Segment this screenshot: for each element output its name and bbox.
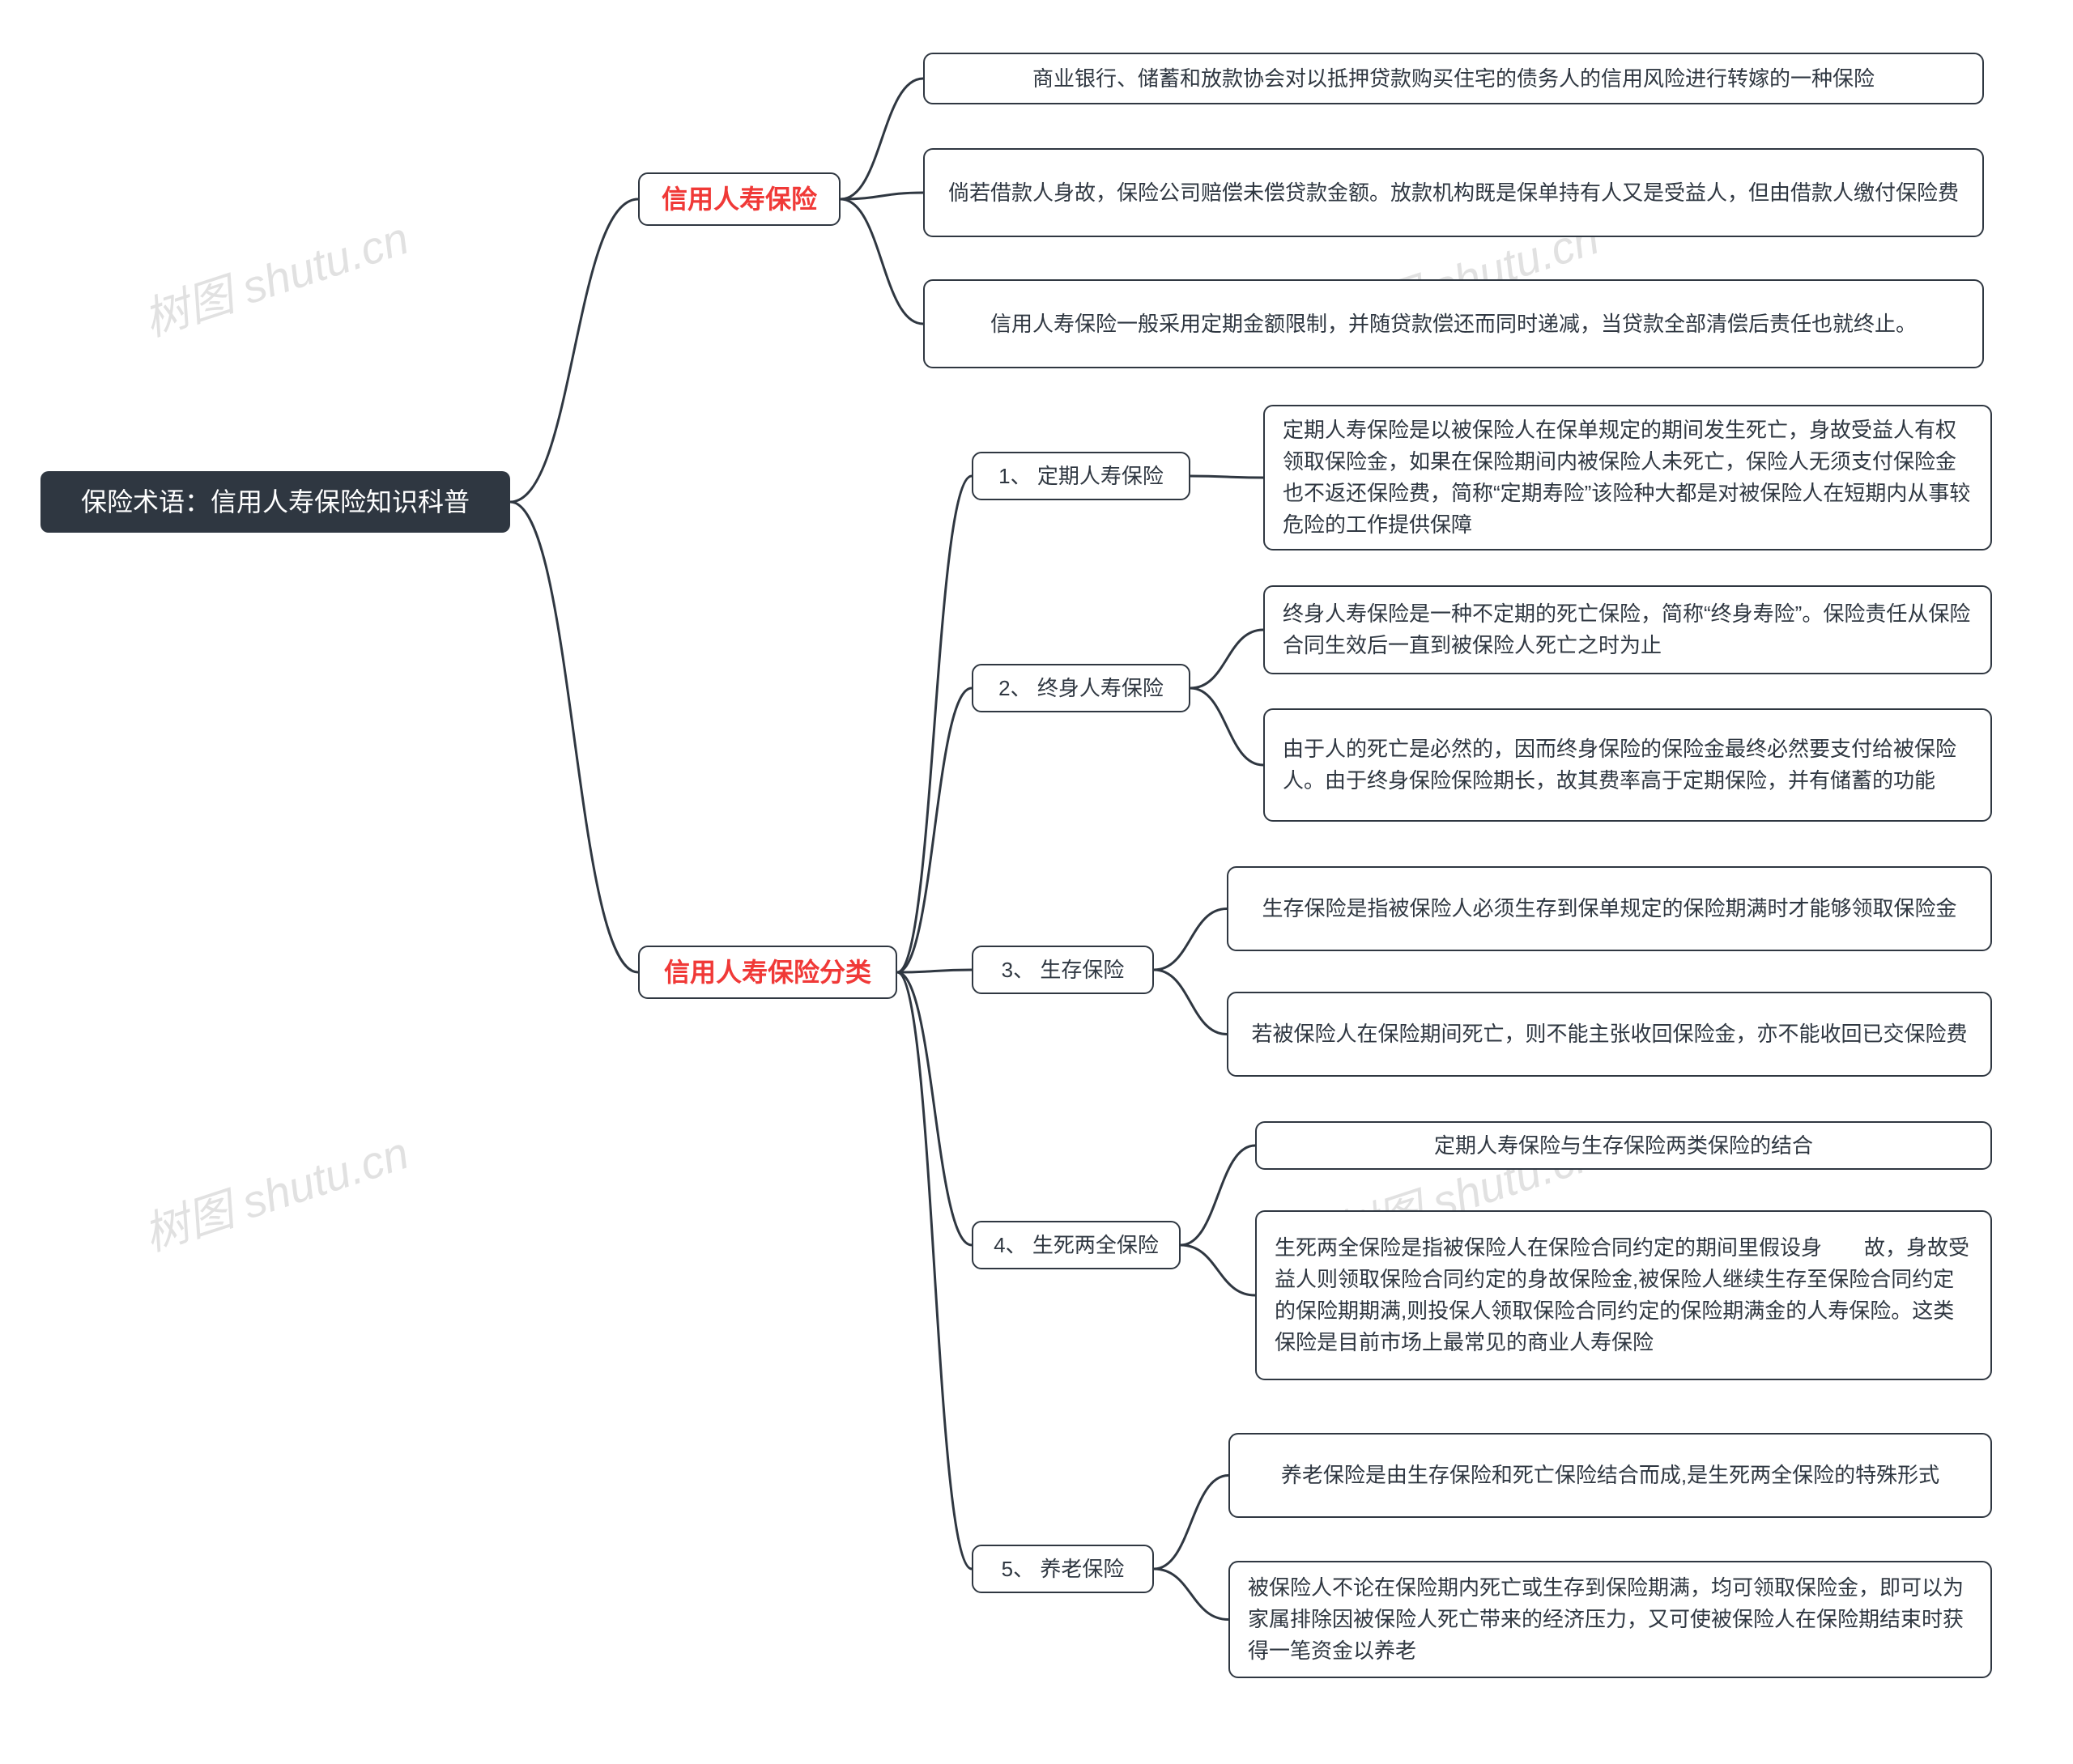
leaf-node: 生死两全保险是指被保险人在保险合同约定的期间里假设身 故，身故受益人则领取保险合… — [1255, 1210, 1992, 1380]
leaf-node: 由于人的死亡是必然的，因而终身保险的保险金最终必然要支付给被保险人。由于终身保险… — [1263, 708, 1992, 822]
leaf-node: 生存保险是指被保险人必须生存到保单规定的保险期满时才能够领取保险金 — [1227, 866, 1992, 951]
leaf-node: 定期人寿保险是以被保险人在保单规定的期间发生死亡，身故受益人有权领取保险金，如果… — [1263, 405, 1992, 550]
leaf-node: 商业银行、储蓄和放款协会对以抵押贷款购买住宅的债务人的信用风险进行转嫁的一种保险 — [923, 53, 1984, 104]
leaf-node: 若被保险人在保险期间死亡，则不能主张收回保险金，亦不能收回已交保险费 — [1227, 992, 1992, 1077]
leaf-node: 被保险人不论在保险期内死亡或生存到保险期满，均可领取保险金，即可以为家属排除因被… — [1228, 1561, 1992, 1678]
leaf-node: 定期人寿保险与生存保险两类保险的结合 — [1255, 1121, 1992, 1170]
watermark: 树图 shutu.cn — [134, 202, 416, 350]
leaf-node: 信用人寿保险一般采用定期金额限制，并随贷款偿还而同时递减，当贷款全部清偿后责任也… — [923, 279, 1984, 368]
category-classification: 信用人寿保险分类 — [638, 946, 897, 999]
sub-pension: 5、 养老保险 — [972, 1545, 1154, 1593]
category-credit-life: 信用人寿保险 — [638, 172, 841, 226]
sub-endowment: 4、 生死两全保险 — [972, 1221, 1181, 1269]
leaf-node: 养老保险是由生存保险和死亡保险结合而成,是生死两全保险的特殊形式 — [1228, 1433, 1992, 1518]
sub-whole-life: 2、 终身人寿保险 — [972, 664, 1190, 712]
sub-term-life: 1、 定期人寿保险 — [972, 452, 1190, 500]
root-node: 保险术语：信用人寿保险知识科普 — [40, 471, 510, 533]
leaf-node: 终身人寿保险是一种不定期的死亡保险，简称“终身寿险”。保险责任从保险合同生效后一… — [1263, 585, 1992, 674]
sub-survival: 3、 生存保险 — [972, 946, 1154, 994]
watermark: 树图 shutu.cn — [134, 1117, 416, 1265]
leaf-node: 倘若借款人身故，保险公司赔偿未偿贷款金额。放款机构既是保单持有人又是受益人，但由… — [923, 148, 1984, 237]
